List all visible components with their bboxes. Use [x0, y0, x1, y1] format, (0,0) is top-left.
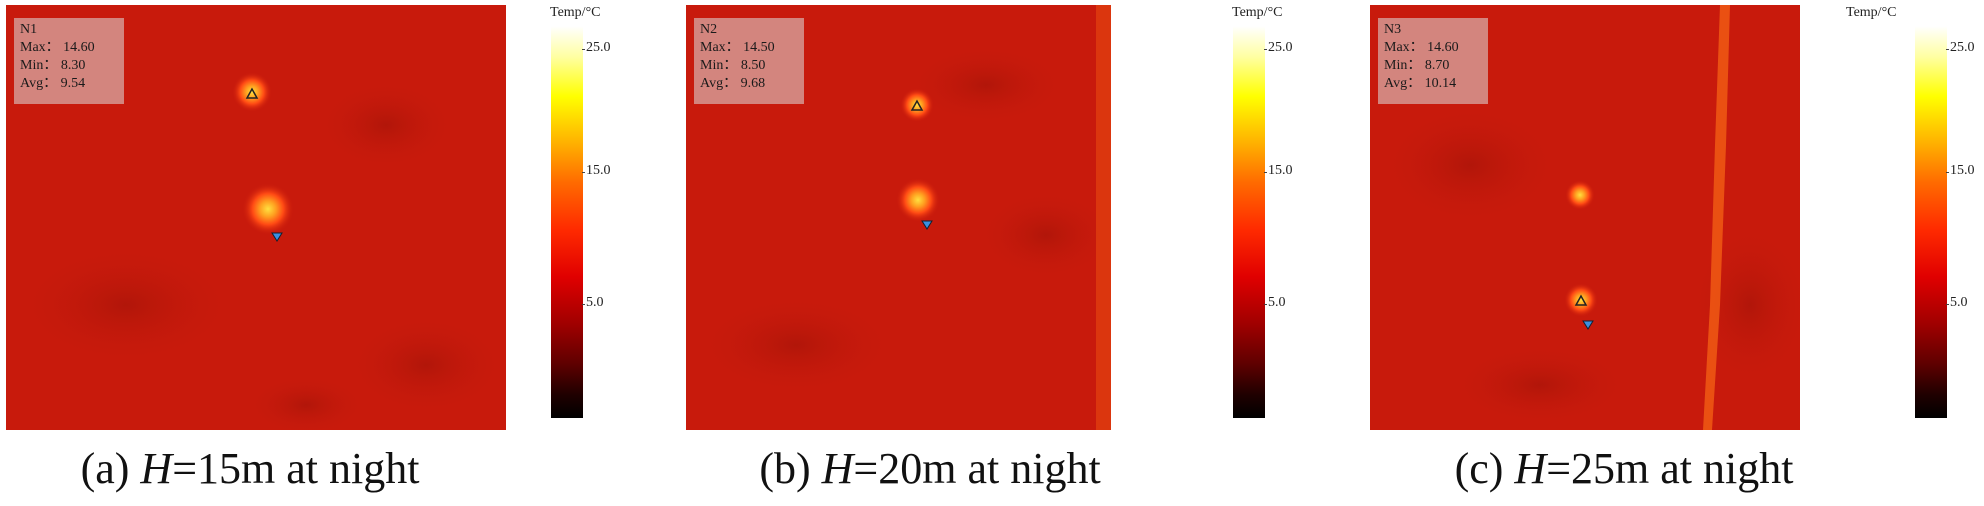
max-temp: Max： 14.50 — [700, 40, 775, 55]
thermal-image-n2: N2 Max： 14.50 Min： 8.50 Avg： 9.68 — [686, 5, 1111, 430]
colorbar-tick: 15.0 — [1264, 163, 1293, 178]
colorbar — [1233, 26, 1265, 418]
colorbar-tick: 5.0 — [1946, 295, 1968, 310]
thermal-image-n1: N1 Max： 14.60 Min： 8.30 Avg： 9.54 — [6, 5, 506, 430]
min-temp: Min： 8.70 — [1384, 58, 1450, 73]
colorbar-title: Temp/°C — [1846, 5, 1897, 20]
thermal-image-n3: N3 Max： 14.60 Min： 8.70 Avg： 10.14 — [1370, 5, 1800, 430]
colorbar — [551, 26, 583, 418]
caption-a: (a) H=15m at night — [80, 444, 420, 493]
colorbar-tick: 15.0 — [1946, 163, 1975, 178]
colorbar-tick: 5.0 — [582, 295, 604, 310]
min-marker-icon — [921, 220, 933, 230]
colorbar-title: Temp/°C — [550, 5, 601, 20]
avg-temp: Avg： 10.14 — [1384, 76, 1457, 91]
panel-id: N3 — [1384, 22, 1402, 37]
max-temp: Max： 14.60 — [20, 40, 95, 55]
min-temp: Min： 8.30 — [20, 58, 86, 73]
min-temp: Min： 8.50 — [700, 58, 766, 73]
thermal-panel-n2: N2 Max： 14.50 Min： 8.50 Avg： 9.68 Temp/°… — [680, 0, 1340, 506]
colorbar — [1915, 26, 1947, 418]
min-marker-icon — [1582, 320, 1594, 330]
avg-temp: Avg： 9.68 — [700, 76, 766, 91]
panel-id: N1 — [20, 22, 38, 37]
hotspot-lower — [1564, 283, 1598, 317]
thermal-panel-n1: N1 Max： 14.60 Min： 8.30 Avg： 9.54 Temp/°… — [0, 0, 660, 506]
stats-box-n3: N3 Max： 14.60 Min： 8.70 Avg： 10.14 — [1378, 18, 1488, 104]
max-marker-icon — [910, 99, 924, 111]
colorbar-tick: 25.0 — [1946, 40, 1975, 55]
hotspot-lower — [242, 183, 294, 235]
max-marker-icon — [245, 87, 259, 99]
max-temp: Max： 14.60 — [1384, 40, 1459, 55]
hotspot-upper — [1565, 180, 1595, 210]
hotspot-lower — [896, 178, 940, 222]
stats-box-n2: N2 Max： 14.50 Min： 8.50 Avg： 9.68 — [694, 18, 804, 104]
hotspot-upper — [232, 72, 272, 112]
panel-id: N2 — [700, 22, 718, 37]
colorbar-tick: 25.0 — [1264, 40, 1293, 55]
colorbar-tick: 25.0 — [582, 40, 611, 55]
min-marker-icon — [271, 232, 283, 242]
caption-c: (c) H=25m at night — [1454, 444, 1794, 493]
stats-box-n1: N1 Max： 14.60 Min： 8.30 Avg： 9.54 — [14, 18, 124, 104]
colorbar-tick: 5.0 — [1264, 295, 1286, 310]
hotspot-upper — [900, 88, 934, 122]
colorbar-tick: 15.0 — [582, 163, 611, 178]
caption-b: (b) H=20m at night — [759, 444, 1101, 493]
road-edge — [1703, 5, 1730, 430]
colorbar-title: Temp/°C — [1232, 5, 1283, 20]
thermal-panel-n3: N3 Max： 14.60 Min： 8.70 Avg： 10.14 Temp/… — [1364, 0, 1984, 506]
max-marker-icon — [1574, 294, 1588, 306]
avg-temp: Avg： 9.54 — [20, 76, 86, 91]
